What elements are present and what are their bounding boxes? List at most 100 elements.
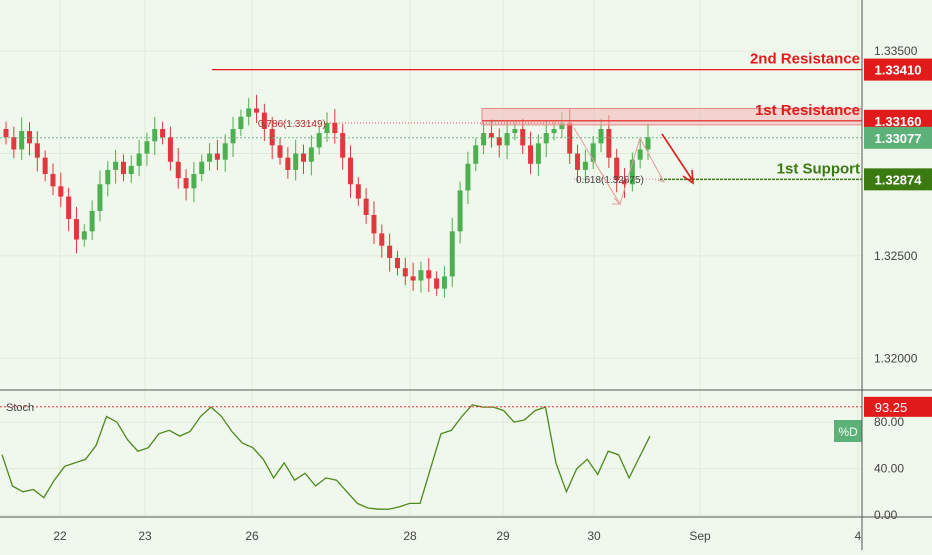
candle [614,148,620,193]
candle [528,131,534,175]
main-arrow-head [682,169,694,185]
candle-body [3,128,9,138]
candle [73,206,79,254]
candle [308,135,314,176]
candle-body [496,137,502,146]
candle [238,109,244,137]
candle-body [301,153,307,162]
candle-body [473,145,479,164]
candle-body [488,133,494,138]
candle [254,94,260,124]
candle-body [582,161,588,170]
candle [89,200,95,241]
candle [504,120,510,160]
candle-body [207,153,213,162]
candle-body [285,157,291,170]
level-label: 1st Resistance [755,102,860,119]
candle [293,139,299,181]
candle [214,139,220,171]
candle-body [144,141,150,154]
candle [160,121,166,145]
candle [645,123,651,160]
candle [144,132,150,166]
candle [136,139,142,177]
candle-body [567,122,573,154]
candle [167,126,173,171]
candle-body [387,245,393,258]
main-arrow-line [661,133,694,182]
fib-618-label: 0.618(1.32875) [576,175,644,186]
stoch-legend-badge: %D [838,425,858,439]
candle-body [434,278,440,289]
candle-body [481,133,487,146]
candle [449,217,455,287]
candle-body [73,219,79,240]
candle [371,201,377,244]
candle-body [622,180,628,185]
projection-arrowhead [657,175,666,183]
candle [105,161,111,197]
stoch-legend-badge-bg [834,420,862,442]
candle [575,144,581,183]
candle [207,143,213,171]
candle-body [535,143,541,164]
candle-body [89,210,95,232]
candle [58,172,64,207]
candle-body [379,233,385,246]
candle-body [175,161,181,179]
current-price-badge-bg [864,126,932,149]
candle-body [340,133,346,158]
candle-body [629,159,635,185]
candle-body [465,163,471,191]
candle [355,177,361,206]
candle-body [120,161,126,175]
candle-body [332,122,338,134]
candle-body [402,268,408,277]
level-label: 2nd Resistance [750,51,860,68]
candle-body [128,165,134,175]
candle [402,257,408,286]
candle [42,150,48,182]
candle [199,154,205,182]
y-tick-label: 1.32000 [874,351,918,365]
candle-body [426,270,432,279]
candle-body [105,169,111,185]
candle-body [316,133,322,148]
candle [324,112,330,142]
candle [66,187,72,232]
candle [543,120,549,158]
candle [175,148,181,189]
candle [629,152,635,192]
projection-zigzag [573,127,665,206]
x-tick-label: Sep [689,529,711,543]
candle-body [520,128,526,146]
candle-body [11,137,17,150]
candle-body [136,153,142,166]
candle [191,161,197,203]
candle [230,116,236,158]
stoch-level-badge: 93.25 [875,400,908,415]
price-panel[interactable] [3,94,651,298]
candle [582,149,588,184]
candle [590,136,596,169]
stoch-panel[interactable]: 93.25 %D [0,396,932,510]
candle-body [254,108,260,113]
level-badge: 1.32874 [875,172,923,187]
candle-body [308,147,314,162]
stoch-title: Stoch [6,402,34,414]
candle-body [528,145,534,164]
candle-body [42,157,48,175]
candle-body [575,153,581,170]
candle-body [246,108,252,117]
stoch-line [1,404,651,510]
candle [379,224,385,258]
fib-786-label: 0.786(1.33149) [258,119,326,130]
candle [222,134,228,172]
candle-body [66,196,72,220]
candle-body [167,137,173,162]
projection-arrowhead [612,197,622,205]
